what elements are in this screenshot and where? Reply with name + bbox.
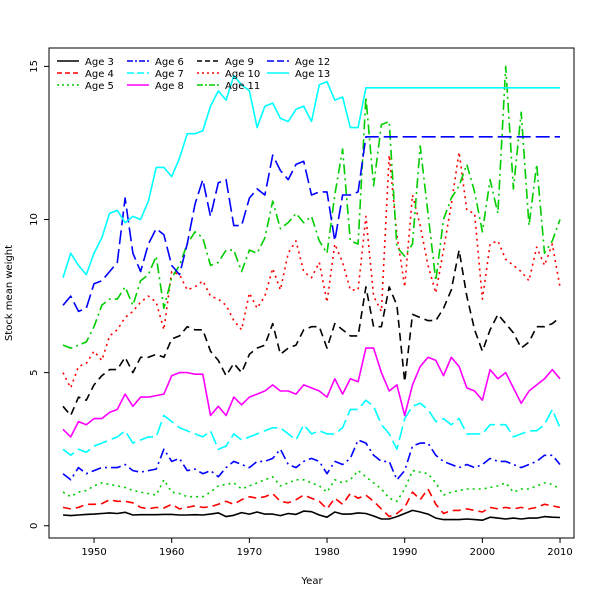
y-tick-label: 5 bbox=[29, 369, 40, 375]
y-tick-label: 0 bbox=[29, 523, 40, 529]
series-line-age-4 bbox=[62, 488, 561, 518]
x-tick-label: 1970 bbox=[237, 547, 262, 558]
legend-label: Age 11 bbox=[225, 81, 260, 92]
x-tick-label: 1960 bbox=[159, 547, 184, 558]
y-tick-label: 10 bbox=[29, 213, 40, 226]
legend-label: Age 10 bbox=[225, 69, 260, 80]
x-axis-label: Year bbox=[300, 576, 323, 587]
x-axis: 1950 1960 1970 1980 1990 2000 2010 bbox=[81, 538, 573, 558]
series-line-age-13 bbox=[62, 74, 560, 278]
series-line-age-7 bbox=[62, 399, 561, 457]
legend-label: Age 5 bbox=[85, 81, 114, 92]
x-tick-label: 1950 bbox=[81, 547, 106, 558]
series-line-age-9 bbox=[62, 249, 561, 417]
x-tick-label: 2010 bbox=[547, 547, 572, 558]
legend-label: Age 8 bbox=[155, 81, 184, 92]
legend-label: Age 6 bbox=[155, 57, 184, 68]
series-line-age-6 bbox=[62, 439, 561, 481]
series-line-age-8 bbox=[62, 347, 561, 438]
plot-frame bbox=[48, 47, 575, 539]
legend-label: Age 3 bbox=[85, 57, 114, 68]
y-axis-label: Stock mean weight bbox=[4, 245, 15, 341]
x-tick-label: 2000 bbox=[470, 547, 495, 558]
series-line-age-10 bbox=[62, 151, 561, 389]
legend-label: Age 12 bbox=[295, 57, 330, 68]
series-line-age-11 bbox=[62, 65, 561, 349]
y-axis: 0 5 10 15 bbox=[29, 60, 49, 529]
series-line-age-12 bbox=[62, 136, 560, 313]
series-line-age-3 bbox=[62, 509, 561, 522]
legend-label: Age 13 bbox=[295, 69, 330, 80]
x-tick-label: 1990 bbox=[392, 547, 417, 558]
legend-label: Age 9 bbox=[225, 57, 254, 68]
x-tick-label: 1980 bbox=[314, 547, 339, 558]
series-layer bbox=[62, 65, 561, 522]
y-tick-label: 15 bbox=[29, 60, 40, 73]
legend-label: Age 4 bbox=[85, 69, 114, 80]
legend-label: Age 7 bbox=[155, 69, 184, 80]
